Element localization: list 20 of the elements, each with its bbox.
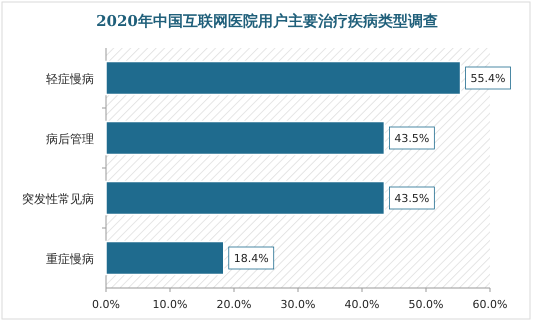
data-label: 43.5% (394, 132, 430, 145)
x-tick-label: 20.0% (216, 298, 252, 311)
bar (105, 180, 386, 216)
x-tick-label: 60.0% (472, 298, 508, 311)
x-tick-label: 30.0% (280, 298, 316, 311)
x-tick-label: 0.0% (92, 298, 120, 311)
x-tick-label: 50.0% (408, 298, 444, 311)
chart-title: 2020年中国互联网医院用户主要治疗疾病类型调查 (96, 12, 438, 30)
y-tick-label: 重症慢病 (46, 252, 94, 266)
bar (105, 120, 386, 156)
bar (105, 240, 225, 276)
x-tick-label: 10.0% (152, 298, 188, 311)
data-label: 55.4% (470, 72, 506, 85)
data-label: 43.5% (394, 192, 430, 205)
y-tick-label: 轻症慢病 (46, 72, 94, 86)
x-tick-label: 40.0% (344, 298, 380, 311)
bar (105, 60, 462, 96)
y-tick-label: 病后管理 (46, 132, 94, 146)
data-label: 18.4% (234, 252, 269, 265)
y-tick-label: 突发性常见病 (22, 192, 94, 206)
